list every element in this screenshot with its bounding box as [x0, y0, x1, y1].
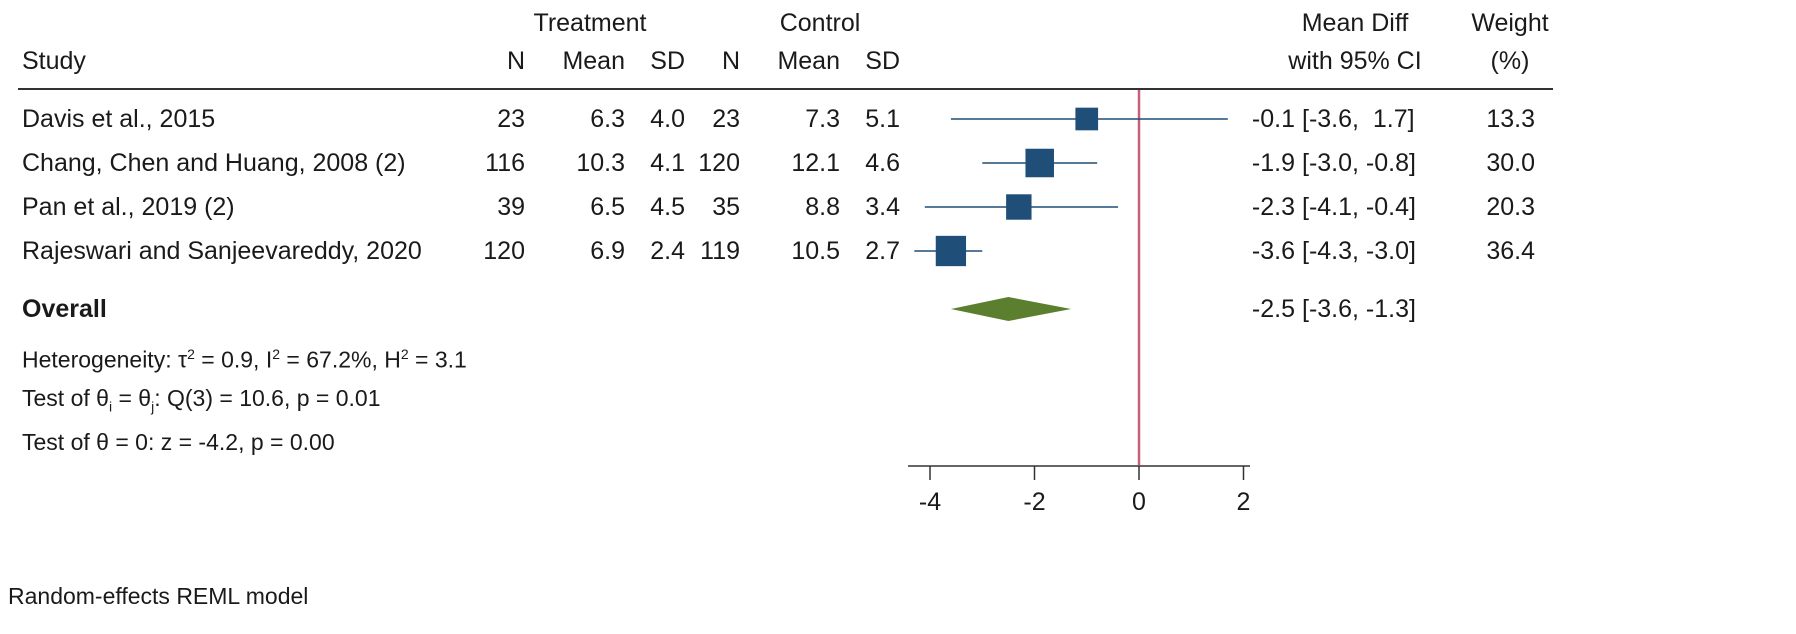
- treatment-mean: 6.5: [590, 193, 625, 221]
- control-n: 120: [698, 149, 740, 177]
- heterogeneity-stat: Heterogeneity: τ2 = 0.9, I2 = 67.2%, H2 …: [22, 346, 467, 373]
- study-marker: [1006, 194, 1032, 220]
- study-weight: 20.3: [1486, 193, 1535, 221]
- effect-estimate: -3.6: [1251, 237, 1295, 265]
- control-sd-header: SD: [865, 47, 900, 75]
- control-mean-header: Mean: [777, 47, 840, 75]
- effect-ci: [-3.0, -0.8]: [1302, 149, 1416, 177]
- control-sd: 5.1: [865, 105, 900, 133]
- treatment-sd: 2.4: [650, 237, 685, 265]
- x-axis-tick-label: 2: [1237, 488, 1251, 516]
- study-weight: 30.0: [1486, 149, 1535, 177]
- control-mean: 10.5: [791, 237, 840, 265]
- treatment-sd-header: SD: [650, 47, 685, 75]
- study-marker: [1025, 148, 1054, 178]
- study-marker: [935, 235, 967, 267]
- x-axis-tick-label: 0: [1132, 488, 1146, 516]
- study-weight: 13.3: [1486, 105, 1535, 133]
- control-sd: 4.6: [865, 149, 900, 177]
- treatment-sd: 4.1: [650, 149, 685, 177]
- effect-header-line2: with 95% CI: [1288, 47, 1422, 75]
- control-sd: 2.7: [865, 237, 900, 265]
- treatment-mean-header: Mean: [562, 47, 625, 75]
- treatment-mean: 10.3: [576, 149, 625, 177]
- treatment-n: 116: [485, 149, 525, 177]
- overall-label: Overall: [22, 295, 107, 323]
- effect-ci: [-4.3, -3.0]: [1302, 237, 1416, 265]
- header-rule: [18, 88, 1553, 90]
- overall-effect: -2.5: [1251, 295, 1295, 323]
- treatment-mean: 6.3: [590, 105, 625, 133]
- control-sd: 3.4: [865, 193, 900, 221]
- control-mean: 12.1: [791, 149, 840, 177]
- effect-header-line1: Mean Diff: [1301, 9, 1409, 37]
- effect-estimate: -0.1: [1251, 105, 1295, 133]
- homogeneity-test-stat: Test of θi = θj: Q(3) = 10.6, p = 0.01: [22, 385, 381, 415]
- study-name: Chang, Chen and Huang, 2008 (2): [22, 149, 406, 177]
- weight-header-line1: Weight: [1471, 9, 1549, 37]
- effect-estimate: -1.9: [1251, 149, 1295, 177]
- treatment-group-header: Treatment: [533, 9, 647, 37]
- control-n-header: N: [721, 47, 740, 75]
- effect-ci: [-4.1, -0.4]: [1302, 193, 1416, 221]
- overall-effect-test-stat: Test of θ = 0: z = -4.2, p = 0.00: [22, 429, 335, 455]
- study-name: Pan et al., 2019 (2): [22, 193, 235, 221]
- x-axis-tick-label: -2: [1023, 488, 1045, 516]
- study-marker: [1075, 107, 1099, 131]
- treatment-n-header: N: [506, 47, 525, 75]
- study-column-header: Study: [22, 47, 86, 75]
- control-n: 35: [712, 193, 740, 221]
- model-note: Random-effects REML model: [8, 583, 309, 609]
- control-mean: 7.3: [805, 105, 840, 133]
- treatment-sd: 4.0: [650, 105, 685, 133]
- effect-estimate: -2.3: [1251, 193, 1295, 221]
- overall-diamond: [950, 297, 1072, 321]
- control-n: 119: [700, 237, 740, 265]
- study-weight: 36.4: [1486, 237, 1535, 265]
- effect-ci: [-3.6, 1.7]: [1302, 105, 1415, 133]
- control-group-header: Control: [779, 9, 861, 37]
- x-axis-tick-label: -4: [919, 488, 941, 516]
- weight-header-line2: (%): [1490, 47, 1530, 75]
- study-name: Davis et al., 2015: [22, 105, 216, 133]
- control-mean: 8.8: [805, 193, 840, 221]
- treatment-n: 120: [483, 237, 525, 265]
- treatment-sd: 4.5: [650, 193, 685, 221]
- treatment-mean: 6.9: [590, 237, 625, 265]
- overall-ci: [-3.6, -1.3]: [1302, 295, 1416, 323]
- treatment-n: 39: [497, 193, 525, 221]
- control-n: 23: [712, 105, 740, 133]
- study-name: Rajeswari and Sanjeevareddy, 2020: [22, 237, 422, 265]
- treatment-n: 23: [497, 105, 525, 133]
